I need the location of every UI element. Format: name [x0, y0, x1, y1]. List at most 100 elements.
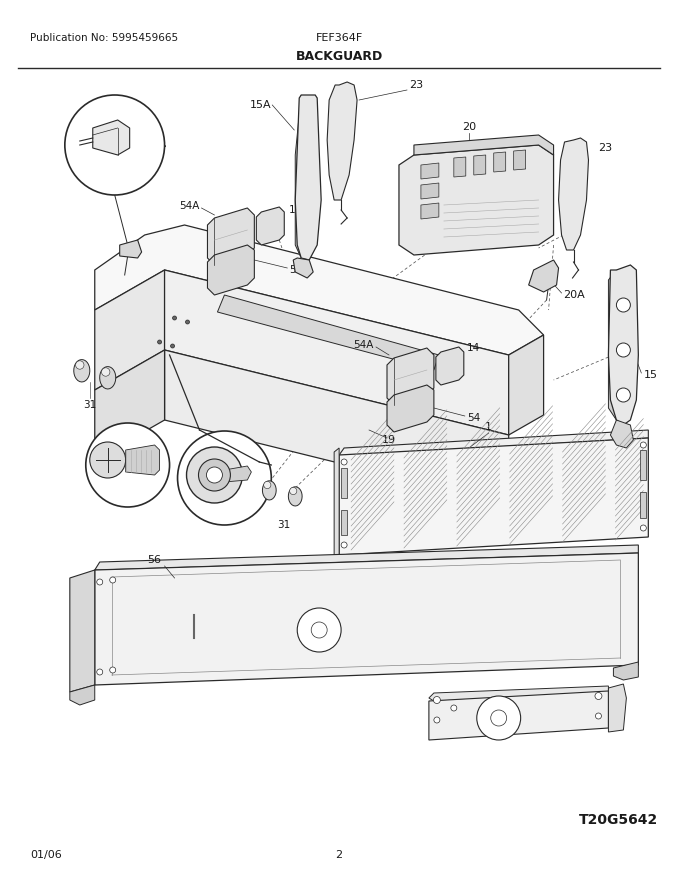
Circle shape — [65, 95, 165, 195]
Text: 54: 54 — [289, 265, 303, 275]
Polygon shape — [207, 245, 254, 295]
Polygon shape — [95, 553, 639, 685]
Text: 15A: 15A — [250, 100, 271, 110]
Text: 23: 23 — [409, 80, 423, 90]
Polygon shape — [454, 157, 466, 177]
Circle shape — [616, 343, 630, 357]
Text: 54: 54 — [466, 413, 480, 423]
Polygon shape — [218, 295, 439, 370]
Circle shape — [290, 488, 297, 495]
Polygon shape — [609, 684, 626, 732]
Circle shape — [177, 431, 271, 525]
Polygon shape — [293, 258, 313, 278]
Polygon shape — [641, 492, 646, 518]
Polygon shape — [295, 95, 301, 258]
Circle shape — [171, 344, 175, 348]
Text: 46: 46 — [252, 473, 267, 483]
Polygon shape — [339, 438, 648, 555]
Polygon shape — [95, 270, 165, 390]
Polygon shape — [339, 430, 648, 456]
Polygon shape — [207, 208, 254, 265]
Polygon shape — [513, 150, 526, 170]
Circle shape — [341, 542, 347, 548]
Polygon shape — [387, 348, 434, 405]
Text: 24: 24 — [149, 138, 166, 151]
Text: 2: 2 — [335, 850, 343, 860]
Polygon shape — [421, 203, 439, 219]
Circle shape — [90, 442, 126, 478]
Polygon shape — [399, 145, 554, 255]
Polygon shape — [421, 183, 439, 199]
Circle shape — [101, 368, 110, 377]
Circle shape — [264, 481, 271, 488]
Circle shape — [596, 713, 601, 719]
Polygon shape — [95, 350, 165, 460]
Polygon shape — [95, 545, 639, 570]
Polygon shape — [165, 270, 509, 435]
Polygon shape — [334, 448, 339, 558]
Polygon shape — [436, 347, 464, 385]
Circle shape — [451, 705, 457, 711]
Polygon shape — [387, 385, 434, 432]
Polygon shape — [73, 360, 90, 382]
Polygon shape — [494, 152, 506, 172]
Text: T20G5642: T20G5642 — [579, 813, 658, 827]
Circle shape — [491, 710, 507, 726]
Polygon shape — [70, 685, 95, 705]
Polygon shape — [613, 662, 639, 680]
Polygon shape — [120, 240, 141, 258]
Text: 54A: 54A — [354, 340, 374, 350]
Polygon shape — [611, 420, 633, 448]
Circle shape — [341, 459, 347, 465]
Circle shape — [109, 667, 116, 673]
Polygon shape — [641, 450, 646, 480]
Circle shape — [616, 298, 630, 312]
Text: 54A: 54A — [179, 201, 199, 211]
Polygon shape — [421, 163, 439, 179]
Polygon shape — [100, 367, 116, 389]
Circle shape — [86, 423, 169, 507]
Circle shape — [158, 340, 162, 344]
Text: Publication No: 5995459665: Publication No: 5995459665 — [30, 33, 178, 43]
Text: 23: 23 — [598, 143, 613, 153]
Circle shape — [641, 525, 646, 531]
Circle shape — [207, 467, 222, 483]
Text: 20: 20 — [462, 122, 476, 132]
Polygon shape — [70, 570, 95, 692]
Circle shape — [75, 361, 84, 370]
Polygon shape — [609, 270, 616, 420]
Circle shape — [186, 447, 242, 503]
Polygon shape — [509, 335, 543, 435]
Polygon shape — [295, 95, 321, 260]
Text: 69: 69 — [141, 492, 154, 502]
Text: 31: 31 — [83, 400, 97, 410]
Text: 14: 14 — [289, 205, 303, 215]
Circle shape — [433, 696, 441, 703]
Polygon shape — [528, 260, 558, 292]
Text: 31: 31 — [277, 520, 291, 530]
Text: BACKGUARD: BACKGUARD — [296, 49, 383, 62]
Text: 14: 14 — [466, 343, 480, 353]
Circle shape — [109, 577, 116, 583]
Text: 01/06: 01/06 — [30, 850, 62, 860]
Polygon shape — [262, 480, 276, 500]
Circle shape — [595, 693, 602, 700]
Text: 15: 15 — [643, 370, 658, 380]
Circle shape — [434, 717, 440, 723]
Circle shape — [186, 320, 190, 324]
Polygon shape — [609, 265, 639, 425]
Circle shape — [641, 442, 646, 448]
Circle shape — [477, 696, 521, 740]
Polygon shape — [126, 445, 160, 475]
Circle shape — [297, 608, 341, 652]
Circle shape — [97, 579, 103, 585]
Polygon shape — [92, 120, 130, 155]
Text: 56: 56 — [148, 555, 162, 565]
Text: FEF364F: FEF364F — [316, 33, 362, 43]
Polygon shape — [474, 155, 486, 175]
Polygon shape — [224, 466, 252, 482]
Polygon shape — [165, 350, 509, 505]
Text: 19: 19 — [382, 435, 396, 445]
Polygon shape — [414, 135, 554, 155]
Polygon shape — [558, 138, 588, 250]
